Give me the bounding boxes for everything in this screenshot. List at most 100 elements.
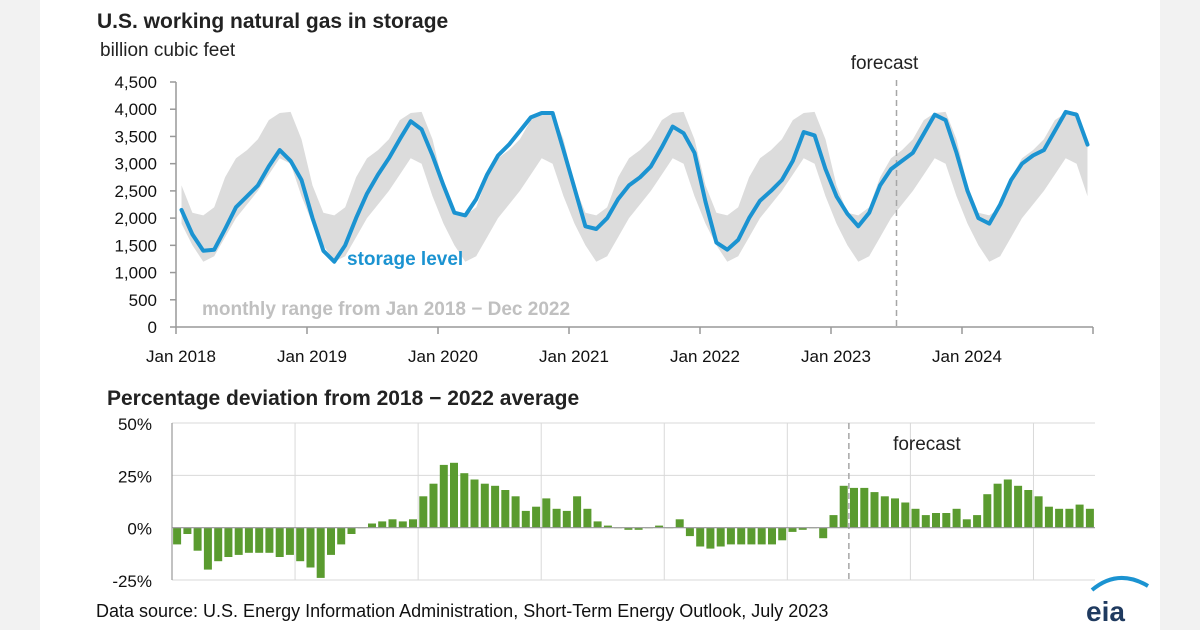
deviation-bar xyxy=(388,519,397,528)
deviation-bar xyxy=(285,527,294,555)
deviation-bar xyxy=(460,473,469,528)
deviation-bar xyxy=(1075,504,1084,528)
deviation-bar xyxy=(880,496,889,528)
deviation-bar xyxy=(1034,496,1043,528)
data-source-note: Data source: U.S. Energy Information Adm… xyxy=(96,601,828,621)
deviation-bar xyxy=(962,519,971,528)
chart-subtitle: billion cubic feet xyxy=(100,40,236,61)
storage-level-line xyxy=(179,109,1090,264)
deviation-bar xyxy=(819,527,828,539)
deviation-bar xyxy=(368,523,376,528)
deviation-bar xyxy=(798,527,807,530)
bottom-y-tick-label: 0% xyxy=(127,520,152,539)
top-x-tick-label: Jan 2020 xyxy=(408,347,478,366)
deviation-bar xyxy=(203,527,212,570)
deviation-bar xyxy=(337,527,346,545)
deviation-bar xyxy=(860,487,869,528)
bottom-y-tick-label: 50% xyxy=(118,415,152,434)
deviation-bar xyxy=(921,515,930,528)
deviation-bar xyxy=(993,483,1002,528)
deviation-bar xyxy=(696,527,705,547)
deviation-bar xyxy=(450,462,458,528)
deviation-bar xyxy=(932,513,940,528)
deviation-bar xyxy=(747,527,756,545)
monthly-range-label: monthly range from Jan 2018 − Dec 2022 xyxy=(202,299,570,320)
deviation-bar xyxy=(327,527,335,555)
storage-level-label: storage level xyxy=(347,249,463,270)
deviation-bar xyxy=(306,527,315,568)
deviation-bar xyxy=(224,527,233,557)
deviation-bar xyxy=(429,483,438,528)
storage-chart: forecast 0 500 1,000 1,500 2,000 2,500 3,000 3,… xyxy=(114,53,1094,366)
deviation-bar xyxy=(562,510,571,528)
deviation-bar xyxy=(583,508,592,528)
deviation-bar xyxy=(603,525,612,528)
top-y-tick-label: 3,000 xyxy=(114,155,157,174)
top-x-tick-label: Jan 2022 xyxy=(670,347,740,366)
bottom-forecast-label: forecast xyxy=(893,434,961,455)
top-x-tick-label: Jan 2023 xyxy=(801,347,871,366)
deviation-bar xyxy=(316,527,325,578)
deviation-chart-title: Percentage deviation from 2018 − 2022 av… xyxy=(107,387,579,410)
top-forecast-label: forecast xyxy=(851,53,919,74)
deviation-bar xyxy=(470,479,479,528)
bottom-axes xyxy=(171,423,1095,580)
bottom-y-tick-label: 25% xyxy=(118,467,152,486)
deviation-bar xyxy=(234,527,243,555)
deviation-bar xyxy=(521,510,530,528)
top-y-tick-label: 4,000 xyxy=(114,100,157,119)
deviation-bar xyxy=(439,464,448,528)
deviation-bar xyxy=(850,487,858,528)
deviation-bar xyxy=(409,519,417,528)
deviation-bar xyxy=(716,527,725,547)
deviation-bar xyxy=(891,498,899,528)
deviation-bar xyxy=(275,527,284,557)
deviation-bar xyxy=(501,490,510,528)
deviation-bar xyxy=(778,527,787,541)
deviation-bar xyxy=(768,527,776,545)
deviation-bar xyxy=(952,508,961,528)
deviation-bar xyxy=(552,508,561,528)
deviation-bar xyxy=(624,527,633,530)
deviation-bar xyxy=(183,527,192,534)
deviation-bar xyxy=(839,485,848,528)
deviation-bar xyxy=(973,515,982,528)
deviation-bar xyxy=(480,483,489,528)
top-x-tick-label: Jan 2019 xyxy=(277,347,347,366)
top-y-tick-label: 1,500 xyxy=(114,236,157,255)
deviation-bar xyxy=(398,521,407,528)
deviation-bar xyxy=(1003,479,1012,528)
deviation-bar xyxy=(685,527,694,537)
top-x-tick-label: Jan 2024 xyxy=(932,347,1002,366)
deviation-bar xyxy=(911,508,920,528)
top-y-tick-label: 0 xyxy=(148,318,157,337)
deviation-bar xyxy=(737,527,746,545)
deviation-bar xyxy=(593,521,602,528)
deviation-bar xyxy=(706,527,715,549)
deviation-bar xyxy=(655,525,664,528)
top-x-tick-label: Jan 2018 xyxy=(146,347,216,366)
deviation-bar xyxy=(757,527,766,545)
top-y-tick-label: 3,500 xyxy=(114,127,157,146)
top-x-tick-label: Jan 2021 xyxy=(539,347,609,366)
deviation-bars xyxy=(173,462,1094,578)
deviation-bar xyxy=(1065,508,1074,528)
deviation-bar xyxy=(173,527,182,545)
deviation-chart: -25% 0% 25% 50% forecast xyxy=(112,415,1095,591)
deviation-bar xyxy=(870,492,879,528)
top-y-tick-label: 500 xyxy=(129,291,157,310)
deviation-bar xyxy=(296,527,305,562)
eia-logo: eia xyxy=(1086,575,1150,627)
deviation-bar xyxy=(573,496,582,528)
deviation-bar xyxy=(1014,485,1023,528)
deviation-bar xyxy=(726,527,735,545)
deviation-bar xyxy=(347,527,356,534)
deviation-bar xyxy=(1085,508,1094,528)
top-y-tick-label: 1,000 xyxy=(114,264,157,283)
deviation-bar xyxy=(1024,490,1033,528)
deviation-bar xyxy=(983,494,992,528)
deviation-bar xyxy=(788,527,797,532)
deviation-bar xyxy=(491,485,500,528)
eia-logo-text: eia xyxy=(1086,596,1125,627)
